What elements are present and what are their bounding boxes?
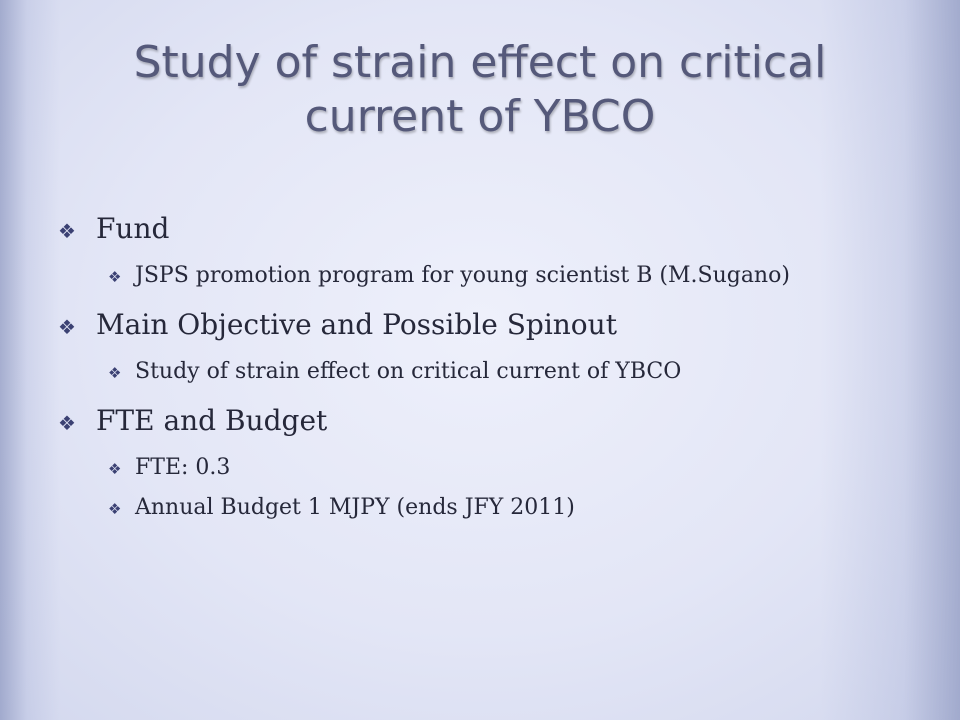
sub-bullet-fund-program: ❖ JSPS promotion program for young scien… xyxy=(58,260,858,292)
bullet-main-objective: ❖ Main Objective and Possible Spinout xyxy=(58,308,858,342)
right-edge-decoration xyxy=(820,0,960,720)
sub-bullet-objective: ❖ Study of strain effect on critical cur… xyxy=(58,356,858,388)
fund-program-text: JSPS promotion program for young scienti… xyxy=(135,263,790,288)
diamond-bullet-icon: ❖ xyxy=(108,268,122,286)
heading-fte-budget: FTE and Budget xyxy=(96,404,328,437)
diamond-bullet-icon: ❖ xyxy=(108,500,122,518)
slide-body: ❖ Fund ❖ JSPS promotion program for youn… xyxy=(58,212,858,532)
diamond-bullet-icon: ❖ xyxy=(58,411,76,435)
bullet-fund: ❖ Fund xyxy=(58,212,858,246)
fte-text: FTE: 0.3 xyxy=(135,455,231,480)
diamond-bullet-icon: ❖ xyxy=(108,460,122,478)
diamond-bullet-icon: ❖ xyxy=(108,364,122,382)
diamond-bullet-icon: ❖ xyxy=(58,219,76,243)
left-edge-decoration xyxy=(0,0,60,720)
heading-main-objective: Main Objective and Possible Spinout xyxy=(96,308,617,341)
sub-bullet-fte: ❖ FTE: 0.3 xyxy=(58,452,858,484)
slide-title: Study of strain effect on critical curre… xyxy=(133,37,827,142)
diamond-bullet-icon: ❖ xyxy=(58,315,76,339)
objective-text: Study of strain effect on critical curre… xyxy=(135,359,682,384)
bullet-fte-budget: ❖ FTE and Budget xyxy=(58,404,858,438)
sub-bullet-budget: ❖ Annual Budget 1 MJPY (ends JFY 2011) xyxy=(58,492,858,524)
budget-text: Annual Budget 1 MJPY (ends JFY 2011) xyxy=(135,495,575,520)
heading-fund: Fund xyxy=(96,212,170,245)
